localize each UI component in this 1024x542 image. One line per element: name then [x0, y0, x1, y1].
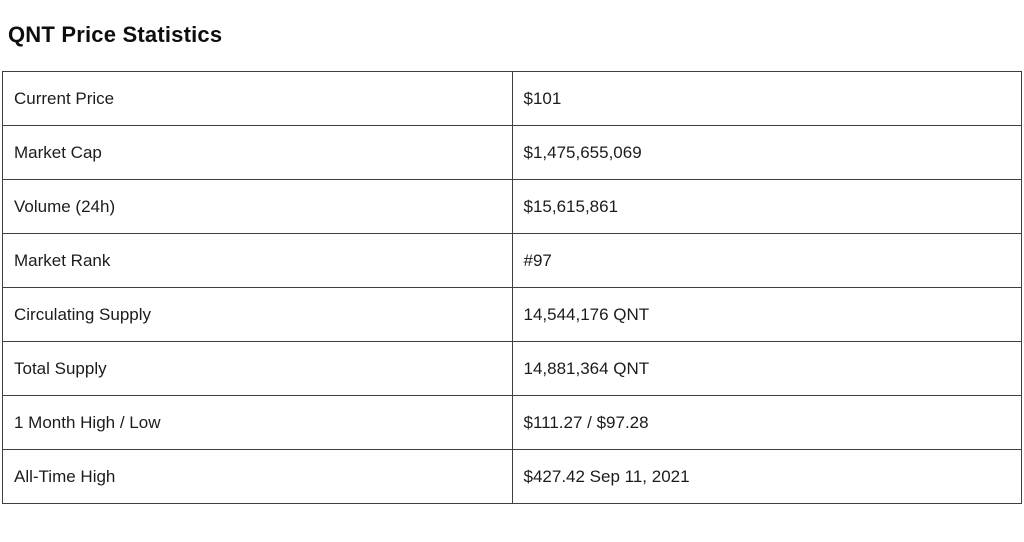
stat-label-current-price: Current Price — [2, 71, 513, 126]
stat-label-all-time-high: All-Time High — [2, 449, 513, 504]
table-row: Market Rank #97 — [2, 233, 1022, 288]
stat-label-volume-24h: Volume (24h) — [2, 179, 513, 234]
stat-label-month-high-low: 1 Month High / Low — [2, 395, 513, 450]
table-row: All-Time High $427.42 Sep 11, 2021 — [2, 449, 1022, 504]
stat-value-month-high-low: $111.27 / $97.28 — [511, 395, 1022, 450]
stat-value-total-supply: 14,881,364 QNT — [511, 341, 1022, 396]
stat-label-total-supply: Total Supply — [2, 341, 513, 396]
stat-value-circulating-supply: 14,544,176 QNT — [511, 287, 1022, 342]
stat-value-current-price: $101 — [511, 71, 1022, 126]
stat-label-market-rank: Market Rank — [2, 233, 513, 288]
table-row: Market Cap $1,475,655,069 — [2, 125, 1022, 180]
table-row: Circulating Supply 14,544,176 QNT — [2, 287, 1022, 342]
price-statistics-table: Current Price $101 Market Cap $1,475,655… — [2, 71, 1022, 504]
page-title: QNT Price Statistics — [8, 21, 223, 47]
stat-value-volume-24h: $15,615,861 — [511, 179, 1022, 234]
table-row: Total Supply 14,881,364 QNT — [2, 341, 1022, 396]
table-row: Volume (24h) $15,615,861 — [2, 179, 1022, 234]
stat-value-market-cap: $1,475,655,069 — [511, 125, 1022, 180]
table-row: Current Price $101 — [2, 71, 1022, 126]
stat-value-all-time-high: $427.42 Sep 11, 2021 — [511, 449, 1022, 504]
table-row: 1 Month High / Low $111.27 / $97.28 — [2, 395, 1022, 450]
stat-value-market-rank: #97 — [511, 233, 1022, 288]
stat-label-market-cap: Market Cap — [2, 125, 513, 180]
stat-label-circulating-supply: Circulating Supply — [2, 287, 513, 342]
